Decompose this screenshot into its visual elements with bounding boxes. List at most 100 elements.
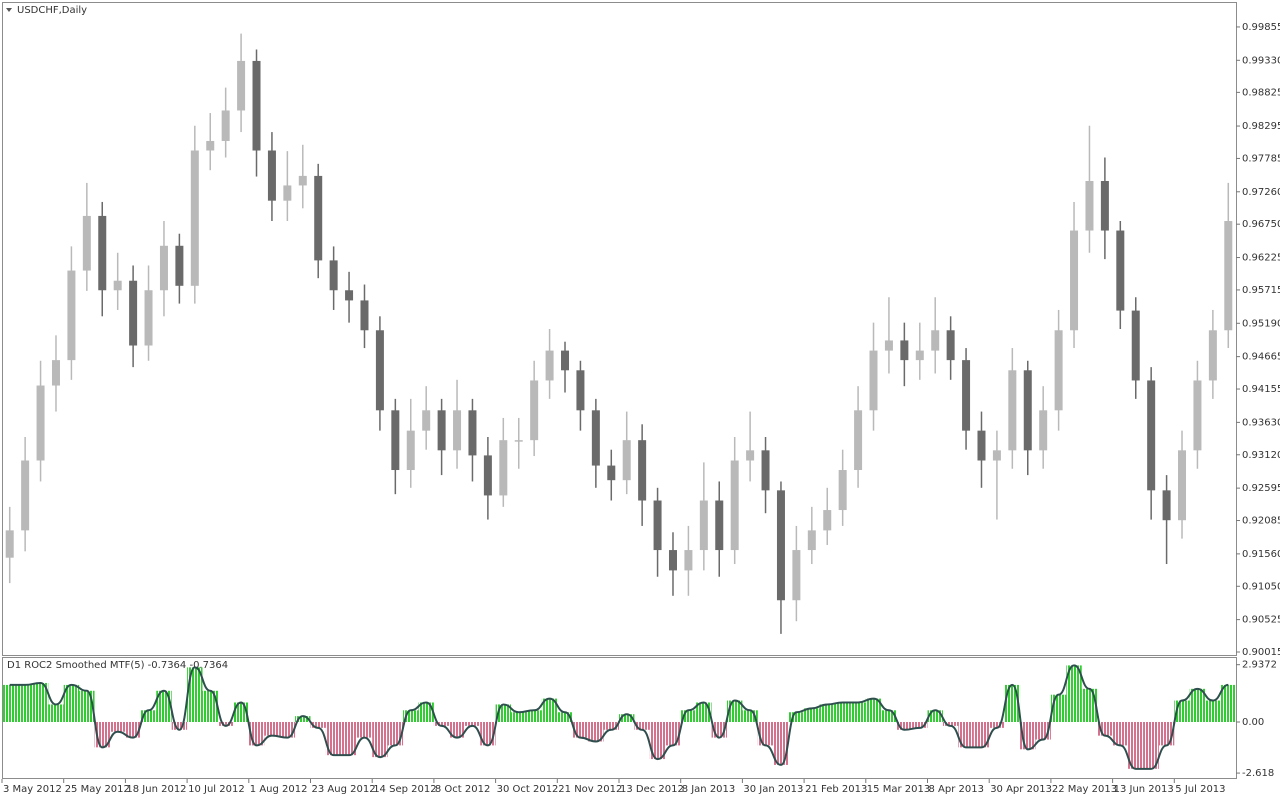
menu-arrow[interactable] (6, 8, 12, 12)
x-tick-label: 30 Apr 2013 (990, 784, 1052, 795)
histogram-bar (896, 722, 913, 730)
histogram-bar (619, 714, 635, 722)
histogram-bar (310, 722, 326, 728)
histogram-bar (912, 722, 928, 728)
histogram-bar (680, 710, 697, 722)
candle-body (869, 350, 878, 411)
histogram-bar (1081, 688, 1098, 722)
x-tick-label: 1 Aug 2012 (250, 784, 308, 795)
candle-body (406, 430, 415, 471)
candle-body (98, 215, 107, 291)
y-tick-label: 0.90525 (1242, 615, 1280, 626)
candle-body (962, 360, 971, 431)
histogram-bar (942, 722, 959, 726)
candle-body (1039, 410, 1048, 451)
y-tick-label: 0.97785 (1242, 153, 1280, 164)
x-tick-label: 30 Oct 2012 (497, 784, 559, 795)
candle-body (360, 300, 369, 331)
candle-body (746, 450, 755, 461)
x-tick-label: 8 Apr 2013 (929, 784, 984, 795)
candle-body (206, 140, 215, 151)
candle-body (329, 260, 338, 291)
y-tick-label: 0.91560 (1242, 549, 1280, 560)
histogram-bar (819, 704, 835, 722)
x-tick-label: 14 Sep 2012 (373, 784, 436, 795)
candle-body (1100, 180, 1109, 231)
y-tick-label: 0.96750 (1242, 219, 1280, 230)
candle-body (345, 290, 354, 301)
histogram-bar (403, 710, 419, 722)
histogram-bar (2, 684, 18, 722)
candle-body (1116, 230, 1125, 311)
y-tick-label: 0.94155 (1242, 384, 1280, 395)
x-tick-label: 22 May 2013 (1052, 784, 1117, 795)
candle-body (483, 455, 492, 496)
candle-body (530, 380, 539, 441)
x-tick-label: 8 Oct 2012 (435, 784, 490, 795)
candle-body (776, 490, 785, 601)
candle-body (1070, 230, 1079, 331)
x-tick-label: 3 May 2012 (3, 784, 62, 795)
candle-body (437, 410, 446, 451)
histogram-bar (834, 702, 851, 722)
candle-body (591, 410, 600, 466)
histogram-bar (1128, 722, 1144, 769)
candle-body (391, 410, 400, 471)
candle-body (499, 440, 508, 496)
y-tick-label: 0.96225 (1242, 253, 1280, 264)
candle-body (36, 385, 45, 461)
candle-body (1178, 450, 1187, 521)
y-tick-label: 0.91050 (1242, 581, 1280, 592)
candle-body (51, 360, 60, 386)
candle-body (1023, 370, 1032, 451)
candle-body (159, 245, 168, 291)
histogram-bar (989, 722, 1005, 728)
histogram-bar (634, 722, 650, 730)
x-tick-label: 18 Jun 2012 (126, 784, 186, 795)
y-tick-label: 0.97260 (1242, 187, 1280, 198)
histogram-bar (788, 712, 805, 722)
x-tick-label: 8 Jan 2013 (682, 784, 736, 795)
candle-body (545, 350, 554, 381)
histogram-bar (511, 712, 527, 722)
candle-body (67, 270, 76, 361)
histogram-bar (449, 722, 465, 738)
chart-title: USDCHF,Daily (17, 5, 87, 16)
histogram-bar (325, 722, 342, 756)
x-tick-label: 23 Aug 2012 (312, 784, 376, 795)
x-tick-label: 10 Jul 2012 (188, 784, 245, 795)
histogram-bar (187, 667, 203, 722)
histogram-bar (217, 722, 234, 726)
histogram-bar (742, 710, 758, 722)
candle-body (1162, 490, 1171, 521)
candle-body (900, 340, 909, 361)
candle-body (653, 500, 662, 551)
histogram-bar (881, 710, 897, 722)
candle-body (715, 500, 724, 551)
histogram-bar (356, 722, 373, 738)
candle-body (854, 410, 863, 471)
candle-body (684, 550, 693, 571)
candle-body (915, 350, 924, 361)
y-tick-label: 0.92595 (1242, 483, 1280, 494)
x-tick-label: 21 Feb 2013 (805, 784, 867, 795)
candle-body (607, 465, 616, 481)
x-tick-label: 13 Jun 2013 (1114, 784, 1174, 795)
candle-body (668, 550, 677, 571)
candle-body (144, 290, 153, 346)
candle-body (561, 350, 570, 371)
candle-body (468, 410, 477, 456)
x-tick-label: 30 Jan 2013 (743, 784, 803, 795)
candle-body (21, 460, 30, 531)
candle-body (298, 175, 307, 186)
candle-body (622, 440, 631, 481)
histogram-bar (202, 690, 218, 722)
candle-body (884, 340, 893, 351)
histogram-bar (372, 722, 388, 758)
histogram-bar (1205, 700, 1221, 722)
histogram-bar (865, 698, 882, 722)
candle-body (1008, 370, 1017, 451)
histogram-bar (804, 708, 820, 722)
candle-body (237, 60, 246, 111)
histogram-bar (48, 704, 64, 722)
